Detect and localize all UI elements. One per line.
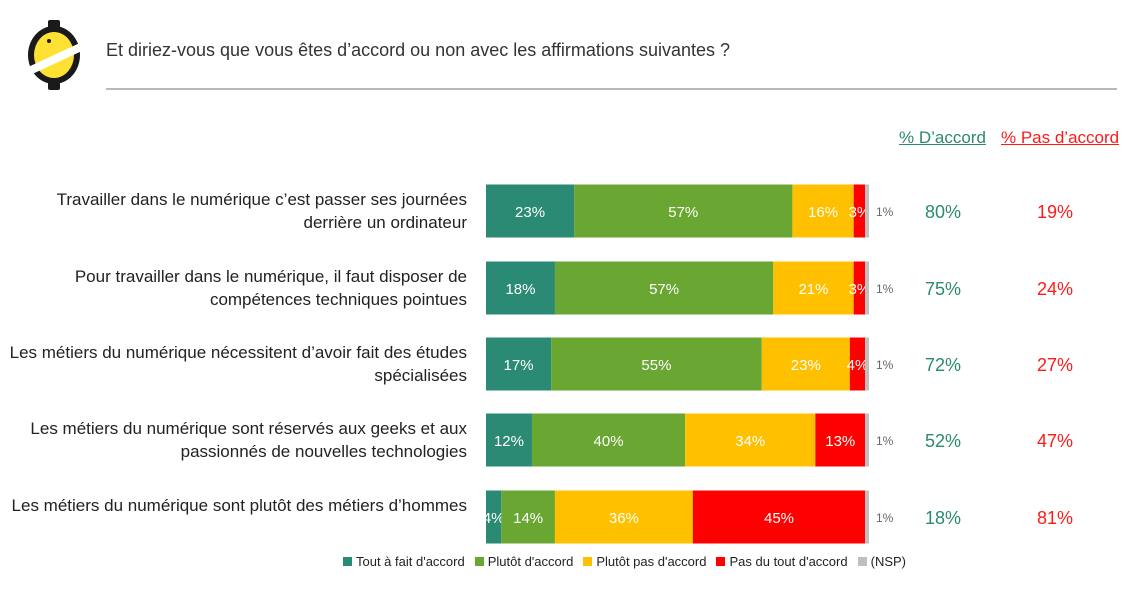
bar-segment [551, 337, 762, 391]
bar-segment [554, 490, 693, 544]
data-label: 14% [513, 510, 543, 527]
bar-segment [865, 490, 869, 544]
disagree-total: 24% [1037, 279, 1073, 299]
data-label: 40% [594, 433, 624, 450]
bar-segment [692, 490, 866, 544]
agree-total: 75% [925, 279, 961, 299]
bar-segment [849, 337, 866, 391]
legend-item: Plutôt pas d'accord [583, 554, 706, 569]
legend-item: (NSP) [857, 553, 906, 569]
data-label: 57% [649, 281, 679, 298]
row-label: Les métiers du numérique sont plutôt des… [11, 496, 467, 515]
bar-segment [865, 413, 869, 467]
bar-segment [486, 261, 555, 315]
bar-segment [853, 184, 866, 238]
bar-segment [486, 413, 532, 467]
agree-total: 80% [925, 202, 961, 222]
data-label: 4% [483, 510, 505, 527]
agree-column-header: % D’accord [899, 128, 986, 147]
row-label: Pour travailler dans le numérique, il fa… [74, 267, 467, 309]
nsp-label: 1% [876, 434, 894, 448]
data-label: 12% [494, 433, 524, 450]
bar-segment [486, 337, 552, 391]
disagree-column-header: % Pas d’accord [1001, 128, 1120, 147]
page-title: Et diriez-vous que vous êtes d’accord ou… [106, 40, 731, 60]
legend-item: Pas du tout d'accord [716, 553, 848, 569]
bar-segment [531, 413, 686, 467]
data-label: 57% [668, 204, 698, 221]
title-divider [106, 88, 1117, 90]
data-label: 16% [808, 204, 838, 221]
row-label: Les métiers du numérique sont réservés a… [30, 419, 467, 461]
nsp-label: 1% [876, 205, 894, 219]
agree-total: 72% [925, 355, 961, 375]
data-label: 21% [798, 281, 828, 298]
legend-swatch [583, 556, 593, 566]
legend-swatch [343, 556, 352, 566]
bar-segment [853, 261, 866, 315]
agree-total: 18% [925, 508, 961, 528]
disagree-total: 81% [1037, 508, 1073, 528]
bar-segment [865, 261, 869, 315]
disagree-total: 19% [1037, 202, 1073, 222]
bar-segment [486, 490, 502, 544]
bar-segment [815, 413, 866, 467]
bar-segment [554, 261, 774, 315]
row-label: Travailler dans le numérique c’est passe… [56, 190, 467, 232]
agree-total: 52% [925, 431, 961, 451]
logo-icon [26, 20, 84, 90]
data-label: 17% [504, 357, 534, 374]
data-label: 18% [505, 281, 535, 298]
legend-swatch [474, 556, 484, 566]
data-label: 3% [849, 204, 871, 221]
nsp-label: 1% [876, 511, 894, 525]
bar-segment [685, 413, 816, 467]
legend-label: (NSP) [870, 553, 906, 569]
bar-segment [773, 261, 854, 315]
legend-label: Pas du tout d'accord [729, 553, 848, 569]
legend-swatch [716, 556, 726, 566]
data-label: 45% [764, 510, 794, 527]
bar-segment [761, 337, 850, 391]
legend-swatch [857, 556, 867, 566]
legend-label: Plutôt pas d'accord [596, 553, 707, 569]
data-label: 3% [849, 281, 871, 298]
nsp-label: 1% [876, 358, 894, 372]
bar-segment [865, 337, 869, 391]
data-label: 55% [641, 357, 671, 374]
data-label: 23% [515, 204, 545, 221]
legend-label: Tout à fait d'accord [356, 553, 465, 569]
bar-segment [865, 184, 869, 238]
disagree-total: 47% [1037, 431, 1073, 451]
data-label: 34% [735, 433, 765, 450]
disagree-total: 27% [1037, 355, 1073, 375]
bar-segment [501, 490, 555, 544]
bar-segment [486, 184, 575, 238]
legend-label: Plutôt d'accord [487, 553, 574, 569]
row-label: Les métiers du numérique nécessitent d’a… [9, 343, 467, 385]
data-label: 36% [609, 510, 639, 527]
bar-segment [792, 184, 854, 238]
bar-segment [574, 184, 793, 238]
data-label: 23% [791, 357, 821, 374]
nsp-label: 1% [876, 282, 894, 296]
legend-item: Plutôt d'accord [474, 553, 574, 569]
data-label: 13% [825, 433, 855, 450]
chart-legend: Tout à fait d'accord Plutôt d'accord Plutô… [343, 552, 916, 570]
data-label: 4% [847, 357, 869, 374]
legend-item: Tout à fait d'accord [343, 554, 465, 569]
